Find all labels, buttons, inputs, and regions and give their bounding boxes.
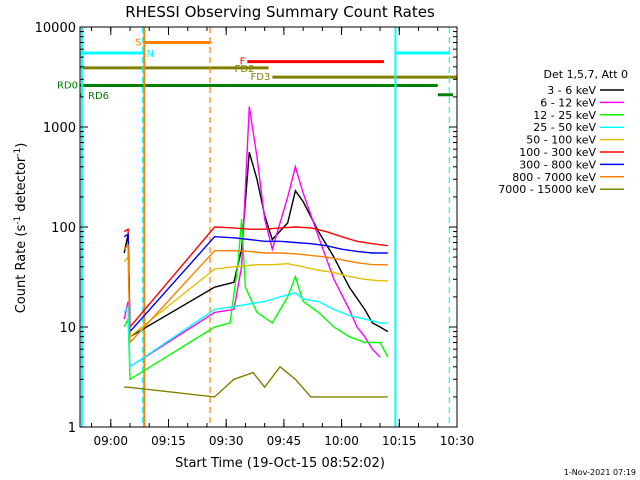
- flag-label-fd2: FD2: [235, 64, 255, 75]
- flag-label-rd0: RD0: [57, 81, 78, 92]
- legend-entry-label: 100 - 300 keV: [519, 146, 596, 159]
- x-tick-label: 10:30: [440, 434, 475, 448]
- y-tick-label: 100: [51, 221, 76, 236]
- chart-title: RHESSI Observing Summary Count Rates: [125, 3, 435, 21]
- x-tick-label: 09:45: [267, 434, 302, 448]
- y-axis-label-main: Count Rate (s: [14, 225, 29, 314]
- x-tick-label: 09:30: [209, 434, 244, 448]
- series-lines: [123, 106, 389, 398]
- legend-entry-label: 3 - 6 keV: [547, 84, 596, 97]
- y-tick-label: 1: [68, 421, 76, 436]
- series-line-7: [123, 232, 388, 334]
- legend-entry-label: 12 - 25 keV: [533, 109, 596, 122]
- x-axis-ticks: 09:00 09:15 09:30 09:45 10:00 10:15 10:30: [91, 27, 475, 448]
- legend-entry-label: 6 - 12 keV: [540, 96, 596, 109]
- y-tick-label: 10: [59, 321, 76, 336]
- series-line-8: [123, 244, 388, 345]
- legend-entry-label: 50 - 100 keV: [526, 134, 596, 147]
- flag-label-fd3: FD3: [251, 72, 271, 83]
- legend-entry-label: 25 - 50 keV: [533, 121, 596, 134]
- flag-label-f: F: [240, 57, 246, 68]
- series-line-5: [123, 255, 388, 339]
- x-tick-label: 10:15: [382, 434, 417, 448]
- series-line-6: [123, 226, 388, 329]
- flag-label-rd6: RD6: [88, 91, 109, 102]
- flag-label-s: S: [135, 37, 141, 48]
- y-tick-label: 10000: [35, 21, 76, 36]
- x-axis-label: Start Time (19-Oct-15 08:52:02): [175, 456, 385, 471]
- series-line-1: [123, 152, 389, 338]
- y-tick-label: 1000: [43, 121, 76, 136]
- legend-entry-label: 300 - 800 keV: [519, 158, 596, 171]
- series-line-2: [123, 106, 381, 369]
- flag-label-n: N: [146, 49, 153, 60]
- x-tick-label: 10:00: [324, 434, 359, 448]
- series-line-9: [124, 365, 388, 398]
- y-axis-label: Count Rate (s-1 detector-1): [13, 143, 29, 314]
- x-tick-label: 09:15: [151, 434, 186, 448]
- y-axis-label-sup1: -1: [13, 216, 23, 225]
- legend-entry-label: 800 - 7000 keV: [512, 171, 596, 184]
- legend-title: Det 1,5,7, Att 0: [544, 68, 628, 81]
- x-tick-label: 09:00: [93, 434, 128, 448]
- y-axis-label-sup2: -1: [13, 148, 23, 157]
- y-axis-ticks: 1 10 100 1000 10000: [35, 21, 457, 436]
- series-line-4: [123, 292, 388, 369]
- y-axis-label-mid: detector: [14, 156, 29, 216]
- series-line-3: [123, 219, 389, 381]
- legend-entry-label: 7000 - 15000 keV: [498, 183, 596, 196]
- y-axis-label-end: ): [14, 143, 29, 148]
- footer-date: 1-Nov-2021 07:19: [564, 468, 636, 477]
